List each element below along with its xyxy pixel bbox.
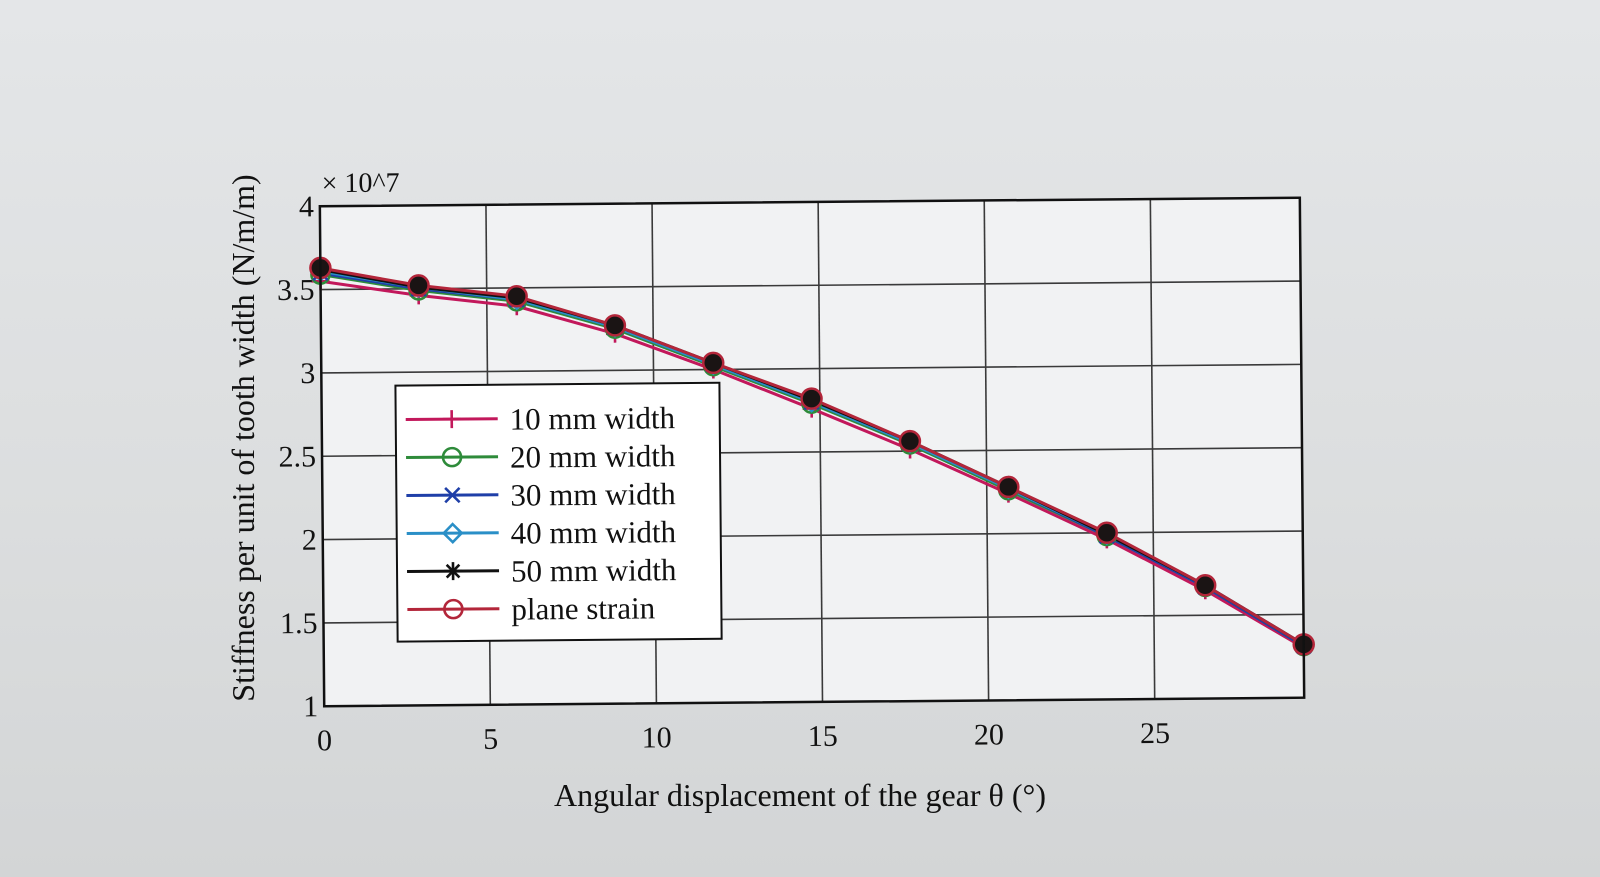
legend-label: 40 mm width [511, 514, 677, 550]
data-point [603, 314, 627, 337]
plot-frame [318, 196, 1306, 708]
x-axis-ticks: 0 5 10 15 20 25 [317, 717, 1170, 757]
data-point [898, 429, 922, 453]
legend-item: 10 mm width [405, 400, 676, 437]
y-tick-label: 3 [300, 357, 315, 390]
legend-label: 30 mm width [510, 476, 676, 512]
legend-item: 50 mm width [407, 552, 677, 589]
legend-label: plane strain [511, 590, 656, 626]
legend-box [394, 381, 723, 643]
x-tick-label: 10 [642, 721, 672, 754]
data-point [505, 284, 528, 308]
legend-item: 20 mm width [406, 438, 676, 475]
data-point [701, 351, 725, 375]
data-point [997, 475, 1020, 499]
legend-marker [444, 486, 461, 504]
series-layer [309, 256, 1315, 657]
grid-line-y [321, 363, 1302, 374]
legend-label: 10 mm width [510, 400, 676, 436]
y-exponent-label: × 10^7 [322, 168, 400, 200]
y-tick-label: 4 [299, 190, 314, 223]
data-point [407, 274, 430, 297]
y-tick-label: 1 [303, 690, 318, 723]
x-tick-label: 20 [974, 718, 1004, 751]
y-tick-label: 2.5 [278, 440, 316, 473]
legend-label: 50 mm width [511, 552, 677, 588]
data-point [800, 387, 823, 410]
legend-marker [441, 522, 464, 544]
y-axis-ticks: 1 1.5 2 2.5 3 3.5 4 [277, 190, 318, 723]
data-point [1193, 573, 1217, 597]
plot-area: 0 5 10 15 20 25 1 1.5 2 2.5 3 3.5 4 × 10^7 10 mm wi… [277, 168, 1315, 757]
y-tick-label: 2 [302, 524, 317, 557]
x-tick-label: 5 [483, 723, 498, 756]
legend-item: 40 mm width [406, 514, 677, 551]
grid-line-y [320, 280, 1301, 291]
legend-item: plane strain [407, 590, 656, 627]
y-tick-label: 1.5 [280, 607, 318, 640]
x-tick-label: 25 [1140, 717, 1170, 750]
legend-item: 30 mm width [406, 476, 676, 513]
x-tick-label: 15 [808, 720, 838, 753]
legend-marker [443, 598, 464, 620]
legend-line [406, 455, 499, 460]
legend-marker [444, 562, 463, 581]
x-tick-label: 0 [317, 724, 332, 757]
legend-line [407, 607, 500, 612]
y-axis-label: Stiffness per unit of tooth width (N/m/m… [225, 174, 261, 701]
legend-marker [442, 410, 461, 429]
legend-line [406, 531, 499, 536]
legend-label: 20 mm width [510, 438, 676, 474]
legend-marker [441, 446, 463, 468]
y-tick-label: 3.5 [277, 274, 315, 307]
x-axis-label: Angular displacement of the gear θ (°) [554, 777, 1046, 813]
data-point [1095, 521, 1118, 544]
